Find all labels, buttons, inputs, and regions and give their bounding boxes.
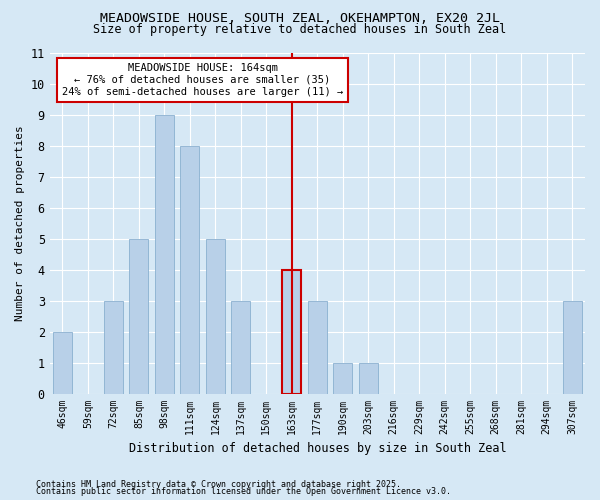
Y-axis label: Number of detached properties: Number of detached properties (15, 125, 25, 321)
Bar (308, 300, 327, 394)
Bar (231, 300, 250, 394)
Text: Size of property relative to detached houses in South Zeal: Size of property relative to detached ho… (94, 22, 506, 36)
Bar (282, 270, 301, 394)
Bar (563, 300, 582, 394)
Bar (333, 362, 352, 394)
Text: Contains HM Land Registry data © Crown copyright and database right 2025.: Contains HM Land Registry data © Crown c… (36, 480, 401, 489)
Bar (130, 238, 148, 394)
Text: MEADOWSIDE HOUSE: 164sqm
← 76% of detached houses are smaller (35)
24% of semi-d: MEADOWSIDE HOUSE: 164sqm ← 76% of detach… (62, 64, 343, 96)
Bar (155, 114, 174, 394)
Bar (181, 146, 199, 394)
Bar (282, 270, 301, 394)
Bar (53, 332, 72, 394)
X-axis label: Distribution of detached houses by size in South Zeal: Distribution of detached houses by size … (128, 442, 506, 455)
Bar (104, 300, 123, 394)
Text: MEADOWSIDE HOUSE, SOUTH ZEAL, OKEHAMPTON, EX20 2JL: MEADOWSIDE HOUSE, SOUTH ZEAL, OKEHAMPTON… (100, 12, 500, 26)
Bar (206, 238, 225, 394)
Bar (359, 362, 378, 394)
Text: Contains public sector information licensed under the Open Government Licence v3: Contains public sector information licen… (36, 487, 451, 496)
